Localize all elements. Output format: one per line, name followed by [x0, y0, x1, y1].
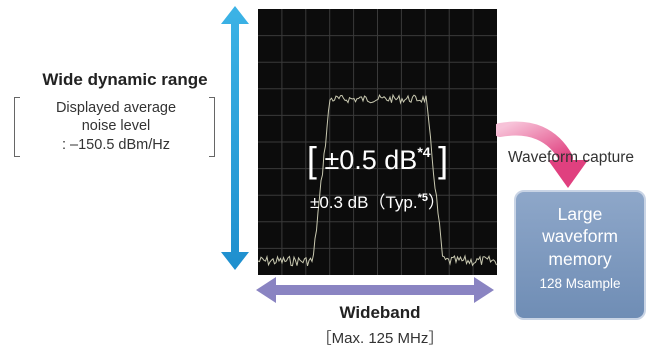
noise-level-line-3: : –150.5 dBm/Hz: [62, 137, 170, 153]
noise-level-line-2: noise level: [81, 118, 151, 134]
wideband-subtitle: ［Max. 125 MHz］: [316, 330, 444, 347]
typical-footnote: *5: [417, 192, 428, 204]
right-bracket: [209, 97, 215, 157]
memory-size: 128 Msample: [539, 276, 621, 291]
dynamic-range-title: Wide dynamic range: [42, 70, 208, 89]
accuracy-value: ±0.5 dB: [324, 145, 418, 175]
accuracy-footnote: *4: [417, 144, 431, 160]
memory-line-1: Large: [557, 204, 603, 224]
typical-close-paren: ）: [428, 193, 445, 212]
waveform-capture-label: Waveform capture: [508, 149, 635, 166]
typical-accuracy: ±0.3 dB（Typ.*5）: [258, 188, 497, 213]
left-bracket: [14, 97, 20, 157]
memory-line-2: waveform: [542, 226, 618, 246]
close-bracket: ]: [438, 139, 449, 180]
spectrum-display: [258, 9, 497, 275]
wideband-title: Wideband: [339, 303, 421, 322]
dynamic-range-arrow: [221, 6, 249, 270]
noise-level-line-1: Displayed average: [55, 100, 177, 116]
waveform-memory-box: Large waveform memory 128 Msample: [514, 190, 646, 320]
wideband-arrow: [256, 277, 494, 303]
capture-arrow: [496, 121, 588, 188]
memory-line-3: memory: [548, 249, 612, 269]
amplitude-accuracy: [ ±0.5 dB*4 ]: [258, 139, 497, 181]
open-bracket: [: [306, 139, 317, 180]
typical-accuracy-value: ±0.3 dB（Typ.: [309, 193, 418, 212]
spectrum-trace-plot: [258, 9, 497, 275]
spectrum-trace: [258, 93, 497, 267]
